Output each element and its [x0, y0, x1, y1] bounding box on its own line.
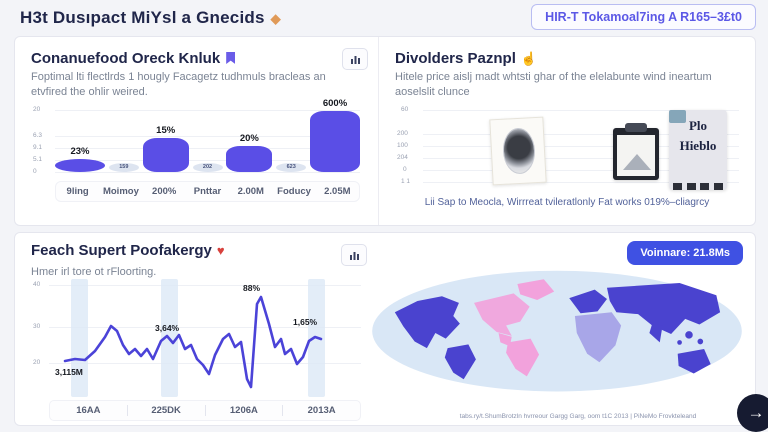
bar-group[interactable]: 623 — [272, 162, 310, 172]
trend-card: Feach Supert Poofakergy ♥ Hmer irl tore o… — [14, 232, 756, 426]
x-tick: 225DK — [126, 405, 205, 416]
line-chart: 40 30 20 3,115M 3,64% 88% 1,65% 16AA 225… — [31, 279, 361, 421]
bar — [55, 158, 105, 172]
y-tick: 9.1 — [33, 143, 43, 151]
bar-group[interactable]: 159 — [105, 162, 143, 172]
y-tick: 0 — [33, 167, 37, 175]
y-tick: 20 — [33, 105, 41, 113]
y-tick: 0 — [403, 165, 407, 173]
portrait-oval — [501, 126, 537, 175]
y-tick: 20 — [33, 359, 41, 366]
x-axis-strip: 9ling Moimoy 200% Pnttar 2.00M Foducy 2.… — [55, 180, 360, 202]
heart-icon: ♥ — [216, 243, 225, 258]
trend-card-title: Feach Supert Poofakergy ♥ — [31, 242, 225, 259]
trend-line-svg — [63, 295, 323, 389]
metrics-card: Conanuefood Oreck Knluk Foptimal lti fle… — [15, 37, 379, 225]
bar-group[interactable]: 15% — [142, 124, 189, 172]
pill-badge: 623 — [276, 162, 307, 172]
y-tick: 5.1 — [33, 155, 43, 163]
world-map — [367, 267, 747, 404]
pill-badge: 159 — [108, 162, 139, 172]
dividers-caption: Lii Sap to Meocla, Wirrreat tvileratlonl… — [424, 196, 710, 208]
y-tick: 60 — [401, 105, 409, 113]
crate-label-line1: Plo — [688, 117, 708, 133]
y-tick: 100 — [397, 141, 408, 149]
bar-value-label: 15% — [156, 124, 176, 136]
bar-group[interactable]: 600% — [310, 97, 361, 172]
bar-value-label: 23% — [70, 145, 90, 157]
x-tick: 16AA — [76, 405, 101, 416]
metrics-expand-button[interactable] — [342, 48, 368, 70]
metrics-card-subtitle: Foptimal lti flectlrds 1 hougly Facagetz… — [31, 71, 326, 98]
metrics-card-title: Conanuefood Oreck Knluk — [31, 50, 362, 67]
bar — [142, 137, 189, 172]
bar-value-label: 20% — [239, 132, 259, 144]
dividers-chart: 60 200 100 204 0 1 1 Plo Hieblo — [395, 105, 739, 208]
x-tick: 2013A — [282, 405, 360, 416]
clipboard-clip — [625, 122, 647, 132]
page-title: H3t Dusıpact MiYsl a Gnecids ◆ — [20, 8, 281, 28]
stamp-portrait-image — [489, 116, 547, 186]
crate-plo-hieblo: Plo Hieblo — [669, 109, 727, 190]
annotation-start: 3,115M — [55, 367, 83, 377]
highlight-band — [71, 279, 88, 397]
x-tick: 200% — [152, 185, 177, 197]
bar — [310, 110, 361, 172]
y-tick: 6.3 — [33, 131, 43, 139]
map-caption: tabs.ry/t.ShumBrotzln hvrreour Gargg Gar… — [459, 413, 697, 420]
x-tick: Foducy — [277, 185, 311, 197]
dividers-card-title: Divolders Paznpl ☝ — [395, 50, 538, 67]
bar-plot-area: 23% 159 15% 202 — [55, 98, 361, 173]
bar-group[interactable]: 202 — [189, 162, 227, 172]
chart-grid-icon — [349, 251, 359, 260]
bar-group[interactable]: 20% — [226, 132, 273, 172]
x-tick: 2.00M — [237, 185, 264, 197]
header-action-button[interactable]: HIR-T Tokamoal7ing A R165–3£t0 — [531, 4, 756, 30]
crate-feet — [673, 182, 723, 190]
x-axis-strip: 16AA 225DK 1206A 2013A — [49, 400, 361, 421]
bookmark-icon — [226, 52, 236, 64]
x-tick: 2.05M — [324, 185, 351, 197]
annotation-mid: 3,64% — [155, 323, 180, 333]
bar-value-label: 600% — [322, 97, 348, 109]
mountain-glyph — [623, 153, 651, 170]
y-tick: 200 — [397, 129, 408, 137]
bar-group[interactable]: 23% — [55, 146, 105, 172]
annotation-end: 1,65% — [293, 317, 318, 327]
y-tick: 204 — [397, 153, 408, 161]
x-tick: Pnttar — [193, 185, 222, 197]
chart-grid-icon — [350, 55, 360, 64]
crate-label-line2: Hieblo — [679, 137, 717, 153]
y-tick: 1 1 — [401, 177, 411, 185]
orange-diamond-icon: ◆ — [270, 11, 281, 26]
bar-chart: 20 6.3 9.1 5.1 0 23% 159 — [31, 98, 362, 202]
x-tick: 9ling — [66, 185, 89, 197]
trend-expand-button[interactable] — [341, 244, 367, 266]
bar — [226, 145, 273, 172]
x-tick: 1206A — [204, 405, 283, 416]
x-tick: Moimoy — [102, 185, 139, 197]
crate-teal-band — [669, 109, 686, 123]
arrow-right-icon: → — [747, 403, 765, 422]
dividers-card-subtitle: Hitele price aislj madt whtsti ghar of t… — [395, 71, 712, 98]
y-tick: 30 — [33, 323, 41, 330]
top-card-row: Conanuefood Oreck Knluk Foptimal lti fle… — [14, 36, 756, 226]
next-fab-button[interactable]: → — [737, 394, 768, 432]
pointing-hand-icon: ☝ — [520, 51, 538, 66]
trend-card-subtitle: Hmer irl tore ot rFloorting. — [31, 266, 157, 278]
dividers-card: Divolders Paznpl ☝ Hitele price aislj mad… — [379, 37, 755, 225]
volume-button[interactable]: Voinnare: 21.8Ms — [627, 241, 743, 265]
y-tick: 40 — [33, 281, 41, 288]
annotation-peak: 88% — [243, 283, 261, 293]
clipboard-image — [613, 122, 659, 180]
page-title-text: H3t Dusıpact MiYsl a Gnecids — [20, 8, 265, 27]
pill-badge: 202 — [192, 162, 223, 172]
